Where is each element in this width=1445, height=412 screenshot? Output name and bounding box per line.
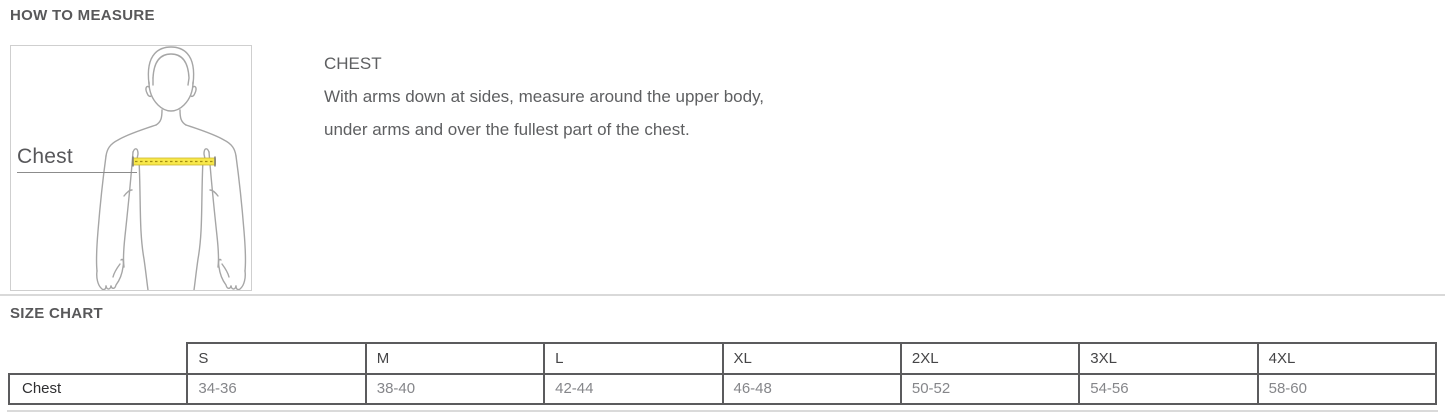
table-row-chest: Chest 34-36 38-40 42-44 46-48 50-52 54-5… [7,373,1438,405]
size-value: 42-44 [543,373,724,405]
measure-row: Chest CHEST With arms down at sides, mea… [8,45,1437,291]
size-col-header: 3XL [1078,342,1259,375]
diagram-chest-label: Chest [17,145,73,168]
measure-part-title: CHEST [324,54,382,73]
size-value: 50-52 [899,373,1081,405]
size-col-header: M [364,342,546,375]
size-col-header: S [186,342,367,375]
measure-instructions-line1: With arms down at sides, measure around … [324,87,765,106]
size-col-header: XL [721,342,902,375]
how-to-measure-title: HOW TO MEASURE [10,7,155,24]
how-to-measure-section: HOW TO MEASURE [8,7,1437,291]
size-col-header: 4XL [1256,342,1438,375]
size-chart-header-row: S M L XL 2XL 3XL 4XL [9,342,1438,375]
size-chart-corner-cell [9,343,187,374]
size-value: 54-56 [1078,373,1259,405]
size-value: 34-36 [186,373,367,405]
size-chart-table: S M L XL 2XL 3XL 4XL Chest 34-36 38-40 4… [7,342,1438,405]
measure-instructions: CHEST With arms down at sides, measure a… [324,47,764,146]
size-col-header: L [543,342,724,375]
measuring-tape-icon [132,156,216,167]
size-value: 58-60 [1256,373,1438,405]
size-chart-section: SIZE CHART S M L XL 2XL 3XL 4XL Chest 34… [0,305,1445,405]
measurement-diagram: Chest [10,45,252,291]
size-value: 46-48 [721,373,902,405]
size-col-header: 2XL [899,342,1081,375]
section-divider [0,294,1445,296]
body-outline-figure [95,46,247,290]
size-chart-title: SIZE CHART [10,305,103,322]
row-label: Chest [7,373,189,405]
diagram-leader-line [17,172,137,173]
size-value: 38-40 [364,373,546,405]
measure-instructions-line2: under arms and over the fullest part of … [324,120,690,139]
